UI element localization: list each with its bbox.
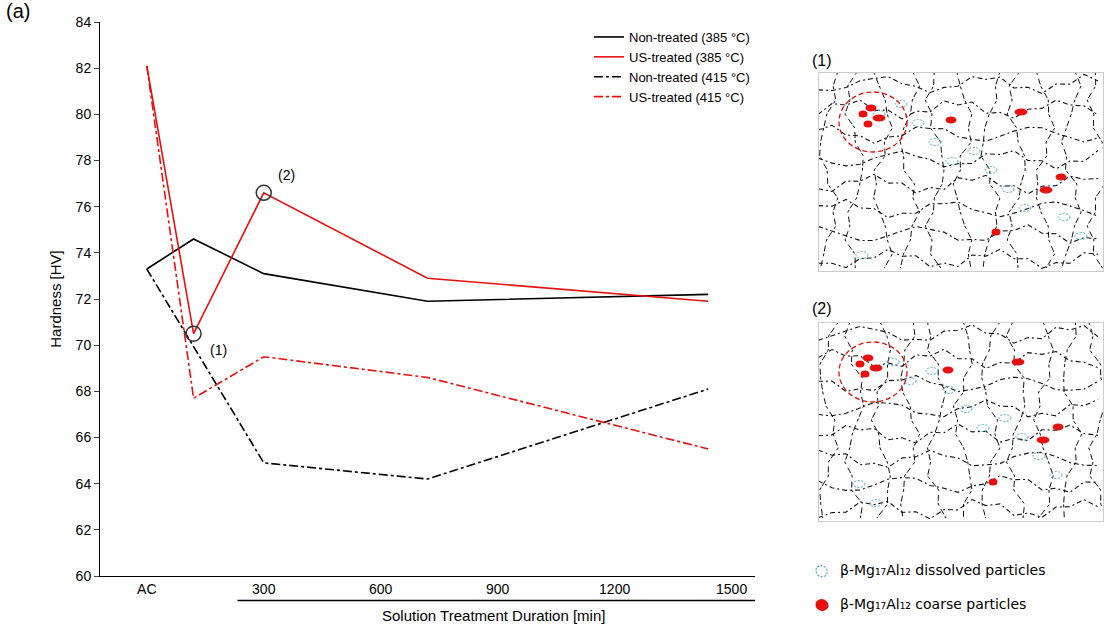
svg-text:(1): (1) <box>210 342 227 358</box>
svg-text:68: 68 <box>76 383 92 399</box>
svg-text:62: 62 <box>76 522 92 538</box>
html-text:(1): (1) <box>812 52 832 69</box>
svg-text:Non-treated (415 °C): Non-treated (415 °C) <box>629 70 750 85</box>
svg-text:600: 600 <box>369 581 393 597</box>
svg-text:84: 84 <box>76 14 92 30</box>
svg-text:Hardness [HV]: Hardness [HV] <box>47 250 64 348</box>
svg-text:60: 60 <box>76 568 92 584</box>
svg-text:72: 72 <box>76 291 92 307</box>
svg-text:64: 64 <box>76 476 92 492</box>
svg-text:900: 900 <box>486 581 510 597</box>
html-text:β-Mg₁₇Al₁₂ dissolved particles: β-Mg₁₇Al₁₂ dissolved particles <box>840 562 1046 578</box>
html-text:(2): (2) <box>812 300 832 317</box>
html-text:(a): (a) <box>6 0 31 22</box>
svg-text:Solution Treatment Duration [m: Solution Treatment Duration [min] <box>382 607 605 624</box>
svg-text:US-treated (415 °C): US-treated (415 °C) <box>629 90 744 105</box>
svg-text:300: 300 <box>252 581 276 597</box>
svg-text:AC: AC <box>137 581 156 597</box>
html-text:β-Mg₁₇Al₁₂ coarse particles: β-Mg₁₇Al₁₂ coarse particles <box>840 596 1027 612</box>
svg-text:76: 76 <box>76 199 92 215</box>
svg-text:80: 80 <box>76 106 92 122</box>
svg-text:(2): (2) <box>278 167 295 183</box>
svg-text:1200: 1200 <box>599 581 630 597</box>
svg-text:78: 78 <box>76 152 92 168</box>
svg-text:Non-treated (385 °C): Non-treated (385 °C) <box>629 30 750 45</box>
svg-text:1500: 1500 <box>716 581 747 597</box>
svg-text:66: 66 <box>76 429 92 445</box>
svg-text:74: 74 <box>76 245 92 261</box>
svg-text:US-treated (385 °C): US-treated (385 °C) <box>629 50 744 65</box>
svg-text:70: 70 <box>76 337 92 353</box>
svg-text:82: 82 <box>76 60 92 76</box>
